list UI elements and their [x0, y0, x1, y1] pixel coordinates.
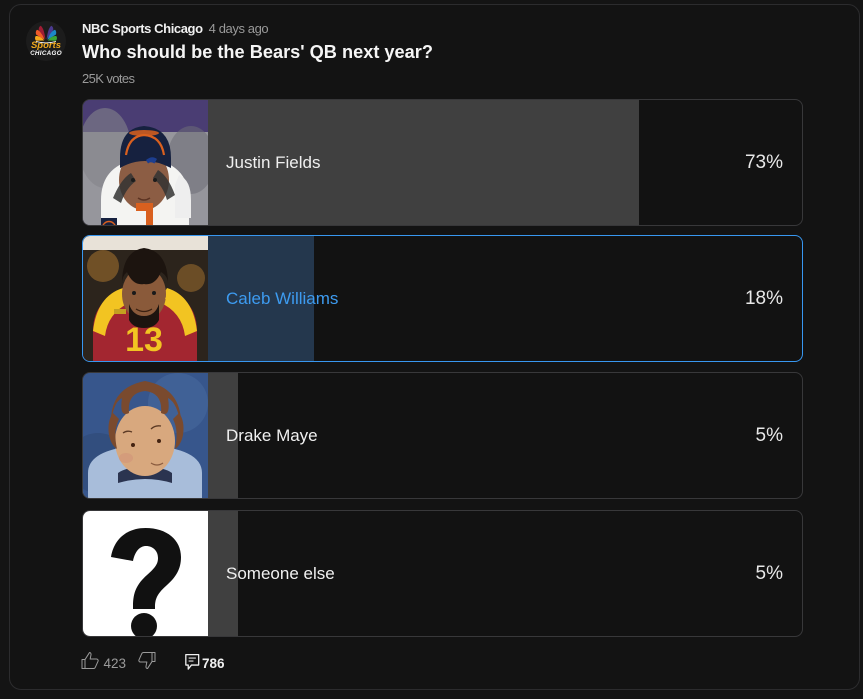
svg-text:13: 13 — [125, 321, 163, 359]
svg-text:CHICAGO: CHICAGO — [30, 50, 62, 57]
